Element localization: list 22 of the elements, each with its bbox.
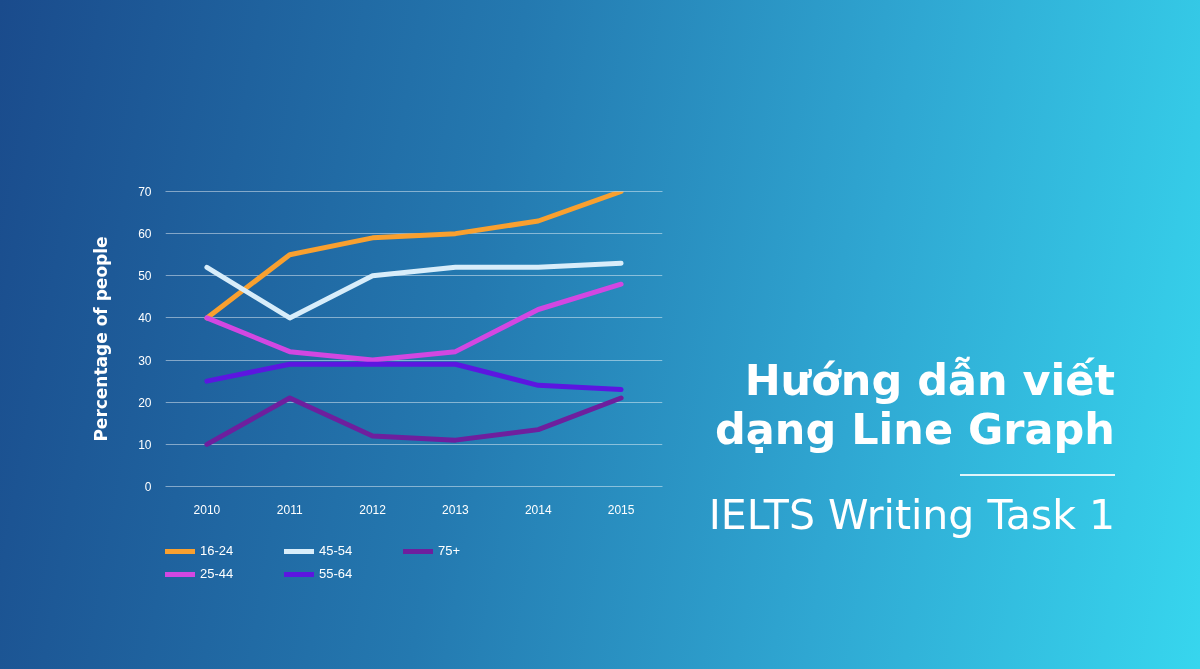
- y-tick-label: 30: [138, 353, 152, 368]
- x-tick-label: 2011: [276, 502, 303, 517]
- x-tick-label: 2010: [193, 502, 221, 517]
- y-tick-label: 20: [138, 395, 152, 410]
- legend-label: 55-64: [319, 566, 354, 581]
- x-tick-label: 2014: [524, 502, 552, 517]
- x-tick-label: 2013: [442, 502, 470, 517]
- y-tick-label: 0: [144, 480, 152, 494]
- legend-label: 16-24: [200, 543, 235, 558]
- x-tick-label: 2012: [359, 502, 387, 517]
- y-tick-label: 60: [138, 227, 152, 242]
- y-tick-label: 70: [138, 185, 152, 199]
- y-tick-label: 50: [138, 269, 152, 284]
- legend-label: 45-54: [319, 543, 354, 558]
- x-tick-label: 2015: [607, 502, 635, 517]
- y-axis-title: Percentage of people: [91, 236, 112, 442]
- legend-label: 25-44: [200, 566, 235, 581]
- text: Hướng dẫn viết dạng Line Graph: [714, 355, 1115, 454]
- y-tick-label: 10: [138, 437, 152, 452]
- y-tick-label: 40: [138, 311, 152, 326]
- legend-label: 75+: [438, 543, 462, 558]
- text: IELTS Writing Task 1: [708, 491, 1115, 539]
